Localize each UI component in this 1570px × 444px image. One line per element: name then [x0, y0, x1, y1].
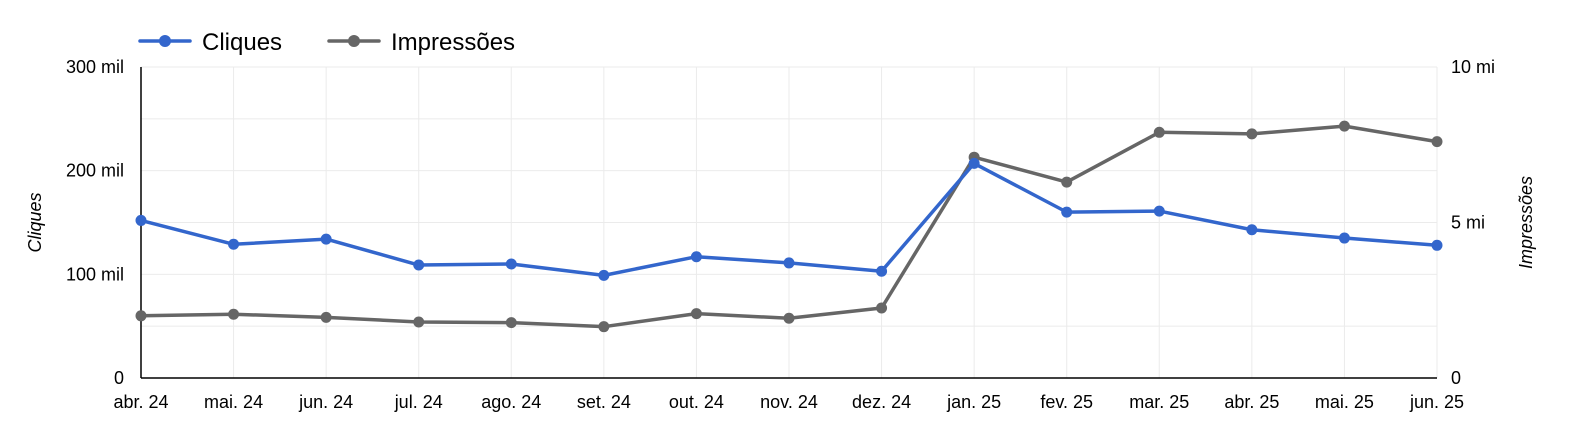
data-point [413, 316, 425, 328]
data-point [135, 214, 147, 226]
y-left-tick-label: 200 mil [66, 161, 124, 181]
data-point [505, 258, 517, 270]
x-tick-label: jun. 25 [1409, 392, 1464, 412]
legend-label: Impressões [391, 29, 515, 56]
data-point [783, 312, 795, 324]
x-tick-label: mai. 24 [204, 392, 263, 412]
data-point [320, 311, 332, 323]
data-point [1153, 126, 1165, 138]
legend-label: Cliques [202, 29, 282, 56]
legend-marker [348, 35, 360, 47]
data-point [1431, 136, 1443, 148]
data-point [968, 157, 980, 169]
y-right-tick-label: 10 mi [1451, 57, 1495, 77]
data-point [505, 317, 517, 329]
series-cliques [135, 157, 1443, 281]
data-point [135, 310, 147, 322]
data-point [598, 321, 610, 333]
x-tick-label: nov. 24 [760, 392, 818, 412]
y-right-axis-title: Impressões [1516, 176, 1536, 269]
y-left-tick-label: 300 mil [66, 57, 124, 77]
x-tick-label: abr. 25 [1224, 392, 1279, 412]
data-point [690, 251, 702, 263]
legend: Cliques Impressões [138, 29, 515, 56]
axes: 0 100 mil 200 mil 300 mil 0 5 mi 10 mi abr. 24 m… [25, 57, 1536, 412]
data-point [1246, 128, 1258, 140]
y-left-tick-label: 100 mil [66, 264, 124, 284]
x-tick-label: out. 24 [669, 392, 724, 412]
grid [141, 66, 1438, 378]
x-tick-label: mar. 25 [1129, 392, 1189, 412]
data-point [1338, 120, 1350, 132]
y-left-axis-title: Cliques [25, 192, 45, 252]
series [135, 120, 1443, 333]
data-point [1061, 206, 1073, 218]
data-point [1338, 232, 1350, 244]
data-point [320, 233, 332, 245]
data-point [1061, 176, 1073, 188]
y-right-tick-label: 0 [1451, 368, 1461, 388]
y-right-tick-label: 5 mi [1451, 213, 1485, 233]
data-point [228, 238, 240, 250]
data-point [1246, 224, 1258, 236]
data-point [598, 269, 610, 281]
x-tick-label: ago. 24 [481, 392, 541, 412]
x-tick-label: fev. 25 [1040, 392, 1093, 412]
data-point [413, 259, 425, 271]
legend-item-impressoes: Impressões [327, 29, 515, 56]
data-point [690, 308, 702, 320]
data-point [876, 302, 888, 314]
x-tick-label: jun. 24 [298, 392, 353, 412]
legend-marker [159, 35, 171, 47]
x-tick-label: abr. 24 [113, 392, 168, 412]
data-point [1153, 205, 1165, 217]
data-point [1431, 239, 1443, 251]
data-point [876, 265, 888, 277]
x-tick-label: set. 24 [577, 392, 631, 412]
x-tick-label: dez. 24 [852, 392, 911, 412]
x-tick-label: jan. 25 [946, 392, 1001, 412]
y-left-tick-label: 0 [114, 368, 124, 388]
legend-item-cliques: Cliques [138, 29, 282, 56]
x-tick-label: jul. 24 [394, 392, 443, 412]
data-point [783, 257, 795, 269]
x-tick-label: mai. 25 [1315, 392, 1374, 412]
data-point [228, 308, 240, 320]
